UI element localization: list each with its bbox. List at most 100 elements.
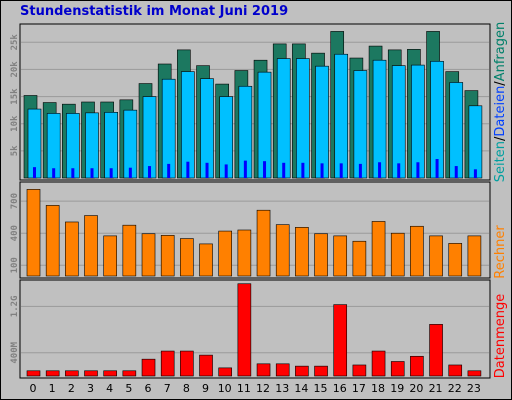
datenmenge-bar bbox=[237, 283, 252, 377]
top-panel-bars: 5k 10k 15k 20k 25k bbox=[10, 31, 489, 179]
top-y-tick-label: 25k bbox=[10, 34, 20, 51]
seiten-bar bbox=[224, 164, 228, 178]
legend-sep2: / bbox=[493, 81, 508, 86]
x-tick-label: 5 bbox=[125, 382, 132, 395]
seiten-bar bbox=[397, 163, 401, 178]
rechner-bar bbox=[180, 238, 194, 277]
dateien-bar bbox=[334, 53, 349, 179]
chart-title: Stundenstatistik im Monat Juni 2019 bbox=[20, 4, 289, 19]
rechner-bar bbox=[160, 235, 175, 277]
seiten-bar bbox=[435, 159, 439, 178]
x-tick-label: 16 bbox=[333, 382, 347, 395]
x-tick-label: 6 bbox=[145, 382, 152, 395]
dateien-bar bbox=[296, 58, 310, 179]
seiten-bar bbox=[416, 162, 420, 178]
seiten-bar bbox=[71, 168, 75, 178]
seiten-bar bbox=[33, 167, 36, 178]
top-y-tick-label: 15k bbox=[10, 88, 20, 105]
bottom-y-tick-label: 400M bbox=[10, 341, 20, 363]
x-tick-label: 21 bbox=[429, 382, 443, 395]
seiten-bar bbox=[301, 162, 305, 178]
rechner-bar bbox=[237, 229, 252, 277]
x-tick-label: 14 bbox=[294, 382, 308, 395]
seiten-bar bbox=[473, 169, 477, 178]
datenmenge-bar bbox=[103, 370, 117, 377]
seiten-bar bbox=[358, 163, 362, 178]
x-tick-label: 10 bbox=[218, 382, 232, 395]
legend-rechner: Rechner bbox=[493, 225, 508, 279]
x-tick-label: 19 bbox=[390, 382, 404, 395]
datenmenge-bar bbox=[275, 363, 290, 377]
x-tick-label: 11 bbox=[237, 382, 251, 395]
dateien-bar bbox=[104, 112, 118, 179]
seiten-bar bbox=[109, 168, 113, 178]
dateien-bar bbox=[391, 65, 406, 179]
legend-seiten: Seiten bbox=[493, 141, 508, 182]
rechner-bar bbox=[448, 243, 463, 277]
legend-datenmenge: Datenmenge bbox=[493, 294, 508, 378]
datenmenge-bar bbox=[314, 365, 328, 377]
seiten-bar bbox=[167, 163, 171, 178]
datenmenge-bar bbox=[371, 350, 386, 377]
x-tick-label: 8 bbox=[183, 382, 190, 395]
seiten-bar bbox=[205, 162, 209, 178]
top-y-tick-label: 20k bbox=[10, 61, 20, 78]
rechner-bar bbox=[390, 232, 405, 277]
datenmenge-bar bbox=[429, 324, 443, 377]
rechner-bar bbox=[141, 233, 156, 277]
dateien-bar bbox=[315, 65, 329, 179]
rechner-bar bbox=[26, 189, 41, 277]
rechner-bar bbox=[256, 209, 271, 277]
x-tick-label: 12 bbox=[256, 382, 270, 395]
datenmenge-bar bbox=[295, 365, 309, 377]
legend-dateien: Dateien bbox=[493, 86, 508, 137]
x-tick-label: 15 bbox=[314, 382, 328, 395]
datenmenge-bar bbox=[180, 350, 194, 377]
seiten-bar bbox=[52, 168, 56, 178]
bottom-panel-bars: 400M 1.2G bbox=[10, 283, 489, 377]
seiten-bar bbox=[128, 167, 132, 178]
x-tick-label: 22 bbox=[448, 382, 462, 395]
middle-y-tick-label: 400 bbox=[10, 225, 20, 241]
seiten-bar bbox=[148, 166, 152, 178]
datenmenge-bar bbox=[467, 370, 482, 377]
dateien-bar bbox=[276, 58, 291, 179]
rechner-bar bbox=[45, 205, 60, 277]
x-tick-label: 4 bbox=[106, 382, 113, 395]
datenmenge-bar bbox=[122, 370, 137, 377]
x-tick-label: 20 bbox=[409, 382, 423, 395]
x-tick-label: 18 bbox=[371, 382, 385, 395]
seiten-bar bbox=[320, 163, 324, 178]
seiten-bar bbox=[186, 161, 190, 178]
legend-sep1: / bbox=[493, 136, 508, 141]
rechner-bar bbox=[352, 240, 367, 277]
x-tick-label: 23 bbox=[467, 382, 481, 395]
middle-y-tick-label: 100 bbox=[10, 257, 20, 273]
x-tick-label: 1 bbox=[49, 382, 56, 395]
dateien-bar bbox=[161, 78, 176, 179]
datenmenge-bar bbox=[333, 304, 348, 377]
datenmenge-bar bbox=[141, 358, 156, 377]
x-tick-label: 0 bbox=[30, 382, 37, 395]
rechner-bar bbox=[410, 225, 424, 277]
rechner-bar bbox=[429, 235, 443, 277]
seiten-bar bbox=[263, 161, 267, 178]
rechner-bar bbox=[218, 230, 232, 277]
x-tick-label: 13 bbox=[275, 382, 289, 395]
datenmenge-bar bbox=[199, 354, 213, 377]
datenmenge-bar bbox=[65, 370, 79, 377]
x-tick-label: 2 bbox=[68, 382, 75, 395]
x-tick-label: 9 bbox=[202, 382, 209, 395]
top-y-tick-label: 5k bbox=[10, 145, 20, 156]
rechner-bar bbox=[103, 235, 117, 277]
rechner-bar bbox=[65, 221, 79, 277]
top-y-tick-label: 10k bbox=[10, 115, 20, 132]
datenmenge-bar bbox=[352, 364, 367, 377]
legend-anfragen: Anfragen bbox=[493, 22, 508, 82]
rechner-bar bbox=[275, 224, 290, 277]
x-tick-label: 7 bbox=[164, 382, 171, 395]
datenmenge-bar bbox=[160, 350, 175, 377]
middle-panel-bars: 100 400 700 bbox=[10, 189, 489, 277]
dateien-bar bbox=[142, 96, 157, 179]
